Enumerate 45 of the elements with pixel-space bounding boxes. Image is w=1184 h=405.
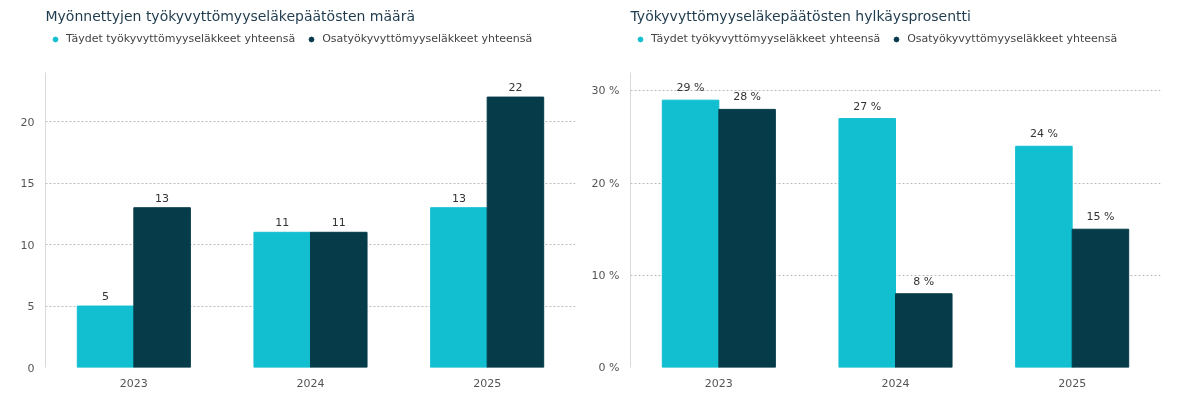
y-tick-label: 0 % [598, 361, 620, 374]
y-tick-label: 10 [20, 238, 35, 252]
y-tick-label: 10 % [591, 268, 620, 282]
y-tick-label: 30 % [591, 84, 620, 98]
x-tick-label: 2024 [296, 376, 325, 390]
bar [133, 207, 191, 368]
data-label: 13 [451, 191, 466, 205]
data-label: 29 % [676, 81, 705, 95]
bar [1015, 145, 1073, 368]
data-label: 28 % [733, 90, 762, 104]
bar [661, 99, 720, 368]
bar [838, 118, 896, 368]
data-label: 24 % [1029, 127, 1058, 141]
data-label: 13 [155, 191, 170, 205]
data-label: 8 % [913, 274, 935, 288]
legend-label: Täydet työkyvyttömyyseläkkeet yhteensä [651, 32, 881, 45]
legend-label: Osatyökyvyttömyyseläkkeet yhteensä [907, 32, 1118, 45]
data-label: 27 % [853, 99, 882, 113]
bar [486, 96, 545, 368]
bar [253, 231, 311, 368]
chart-title: Työkyvyttömyyseläkepäätösten hylkäysprosentti [629, 7, 971, 24]
y-tick-label: 5 [27, 300, 35, 314]
x-tick-label: 2023 [119, 376, 148, 390]
data-label: 22 [508, 81, 523, 95]
bar [310, 231, 368, 368]
x-tick-label: 2023 [704, 376, 733, 390]
chart-title: Myönnettyjen työkyvyttömyyseläkepäätösten määrä [45, 7, 415, 24]
x-tick-label: 2025 [1058, 376, 1087, 390]
legend-label: Täydet työkyvyttömyyseläkkeet yhteensä [66, 32, 296, 45]
bar [718, 108, 776, 368]
bar [895, 293, 953, 368]
y-tick-label: 20 [20, 115, 35, 129]
bar [1071, 228, 1130, 368]
bar [430, 207, 488, 368]
data-label: 11 [275, 216, 290, 230]
data-label: 5 [102, 290, 110, 304]
data-label: 15 % [1086, 210, 1115, 224]
data-label: 11 [331, 216, 346, 230]
y-tick-label: 15 [20, 177, 35, 191]
x-tick-label: 2025 [473, 376, 502, 390]
y-tick-label: 0 [27, 361, 35, 375]
y-tick-label: 20 % [591, 176, 620, 190]
bar [76, 305, 135, 368]
legend-label: Osatyökyvyttömyyseläkkeet yhteensä [322, 32, 533, 45]
x-tick-label: 2024 [881, 376, 910, 390]
